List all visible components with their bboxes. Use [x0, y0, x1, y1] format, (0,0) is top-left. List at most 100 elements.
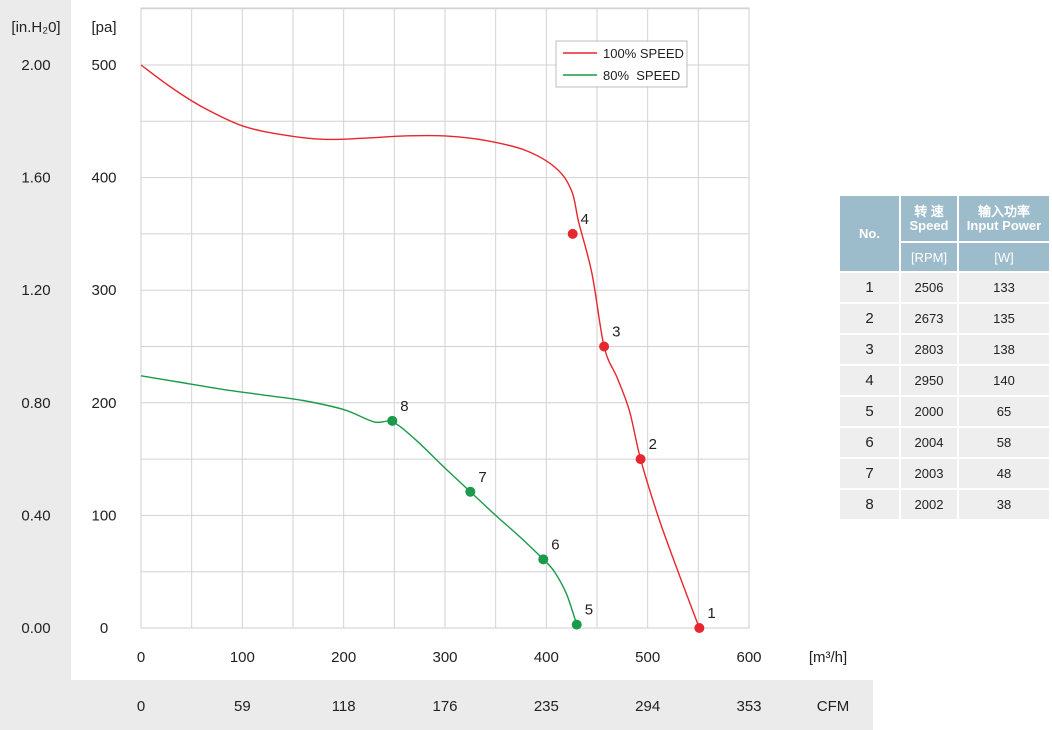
- data-point-label-5: 5: [585, 602, 593, 619]
- performance-table: No. 转 速 Speed 输入功率 Input Power [RPM] [W]…: [838, 194, 1051, 521]
- header-speed-cn: 转 速: [914, 203, 944, 219]
- x-alt-tick-label: 353: [736, 698, 761, 715]
- x-tick-label: 500: [635, 649, 660, 666]
- table-row: 2 2673 135: [838, 302, 1051, 335]
- table-row: 3 2803 138: [838, 333, 1051, 366]
- legend: 100% SPEED 80% SPEED: [555, 40, 688, 88]
- cell-no: 4: [838, 364, 901, 397]
- cell-speed: 2000: [899, 395, 959, 428]
- x-tick-label: 100: [230, 649, 255, 666]
- header-no: No.: [838, 194, 901, 273]
- y-tick-label: 100: [91, 507, 116, 524]
- data-point-label-3: 3: [612, 324, 620, 341]
- cfm-axis-band: [71, 680, 873, 730]
- data-point-4: [567, 228, 578, 239]
- legend-label: 100% SPEED: [603, 46, 684, 61]
- cell-speed: 2004: [899, 426, 959, 459]
- data-point-8: [387, 415, 398, 426]
- y-alt-unit-label: [in.H₂0]: [11, 19, 60, 36]
- cell-power: 65: [957, 395, 1051, 428]
- cell-power: 48: [957, 457, 1051, 490]
- data-point-label-2: 2: [649, 436, 657, 453]
- data-point-label-1: 1: [707, 605, 715, 622]
- y-tick-label: 0: [100, 620, 108, 637]
- legend-label: 80% SPEED: [603, 68, 680, 83]
- cell-no: 1: [838, 271, 901, 304]
- cell-no: 3: [838, 333, 901, 366]
- header-speed: 转 速 Speed: [899, 194, 959, 243]
- cell-no: 5: [838, 395, 901, 428]
- data-points: 1 2 3 4 5 6 7 8: [387, 211, 716, 633]
- cell-power: 133: [957, 271, 1051, 304]
- cell-power: 140: [957, 364, 1051, 397]
- data-point-label-8: 8: [400, 398, 408, 415]
- header-power-cn: 输入功率: [977, 203, 1030, 219]
- y-tick-label: 200: [91, 395, 116, 412]
- cell-no: 8: [838, 488, 901, 521]
- header-power-unit: [W]: [957, 241, 1051, 273]
- table-row: 5 2000 65: [838, 395, 1051, 428]
- y-alt-tick-label: 1.20: [21, 282, 50, 299]
- data-point-label-6: 6: [551, 536, 559, 553]
- y-alt-tick-label: 0.80: [21, 395, 50, 412]
- curves: [140, 64, 700, 629]
- cell-speed: 2002: [899, 488, 959, 521]
- table-body: 1 2506 133 2 2673 135 3 2803 138 4 2950 140 5 2000 65 6…: [838, 271, 1051, 521]
- fan-performance-chart: [in.H₂0] [pa]00.001000.402000.803001.2040…: [0, 0, 873, 730]
- x-tick-label: 600: [736, 649, 761, 666]
- cell-no: 2: [838, 302, 901, 335]
- x-alt-unit-label: CFM: [817, 698, 850, 715]
- header-power-en: Input Power: [966, 217, 1042, 233]
- cell-power: 38: [957, 488, 1051, 521]
- data-point-3: [599, 341, 610, 352]
- axis-labels: [in.H₂0] [pa]00.001000.402000.803001.2040…: [11, 19, 849, 715]
- cell-speed: 2506: [899, 271, 959, 304]
- table-row: 1 2506 133: [838, 271, 1051, 304]
- y-unit-label: [pa]: [91, 19, 116, 36]
- grid: [140, 7, 750, 629]
- series-line-100-speed: [140, 64, 700, 629]
- x-tick-label: 300: [432, 649, 457, 666]
- cell-speed: 2803: [899, 333, 959, 366]
- cell-no: 7: [838, 457, 901, 490]
- x-unit-label: [m³/h]: [809, 649, 847, 666]
- series-line-80-speed: [140, 375, 578, 625]
- cell-speed: 2950: [899, 364, 959, 397]
- data-point-5: [571, 619, 582, 630]
- cell-power: 58: [957, 426, 1051, 459]
- alt-y-axis-band: [0, 0, 71, 730]
- x-tick-label: 0: [137, 649, 145, 666]
- legend-box: [555, 40, 688, 88]
- table-row: 6 2004 58: [838, 426, 1051, 459]
- x-alt-tick-label: 59: [234, 698, 251, 715]
- data-point-label-4: 4: [581, 211, 589, 228]
- cell-speed: 2003: [899, 457, 959, 490]
- cell-speed: 2673: [899, 302, 959, 335]
- x-alt-tick-label: 118: [332, 698, 356, 715]
- x-alt-tick-label: 294: [635, 698, 660, 715]
- x-tick-label: 400: [534, 649, 559, 666]
- y-alt-tick-label: 1.60: [21, 170, 50, 187]
- data-point-1: [694, 623, 705, 633]
- header-power: 输入功率 Input Power: [957, 194, 1051, 243]
- table-row: 4 2950 140: [838, 364, 1051, 397]
- data-point-6: [538, 554, 549, 565]
- y-alt-tick-label: 0.40: [21, 507, 50, 524]
- y-tick-label: 300: [91, 282, 116, 299]
- x-alt-tick-label: 176: [432, 698, 457, 715]
- x-alt-tick-label: 235: [534, 698, 559, 715]
- cell-power: 135: [957, 302, 1051, 335]
- y-tick-label: 400: [91, 170, 116, 187]
- cell-no: 6: [838, 426, 901, 459]
- data-point-2: [635, 454, 646, 465]
- y-tick-label: 500: [91, 57, 116, 74]
- y-alt-tick-label: 2.00: [21, 57, 50, 74]
- x-tick-label: 200: [331, 649, 356, 666]
- y-alt-tick-label: 0.00: [21, 620, 50, 637]
- x-alt-tick-label: 0: [137, 698, 145, 715]
- table-row: 7 2003 48: [838, 457, 1051, 490]
- table-row: 8 2002 38: [838, 488, 1051, 521]
- data-point-7: [465, 486, 476, 497]
- header-speed-en: Speed: [909, 217, 949, 233]
- cell-power: 138: [957, 333, 1051, 366]
